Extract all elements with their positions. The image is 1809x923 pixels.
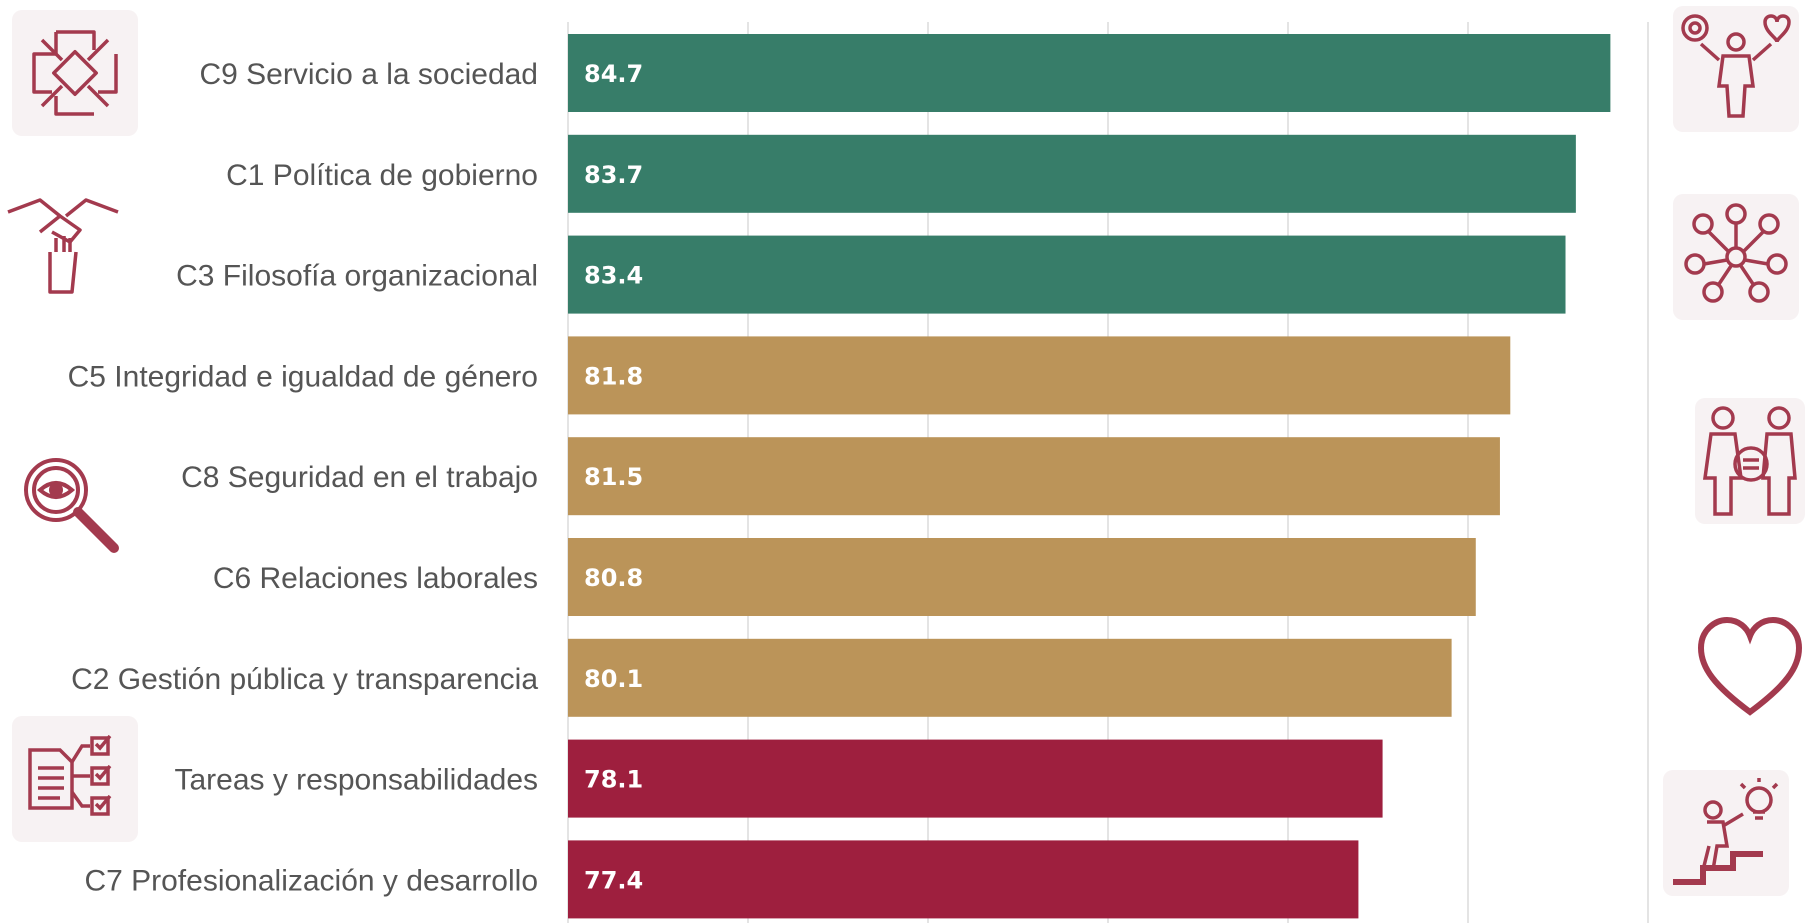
bar — [568, 739, 1383, 818]
bar — [568, 638, 1452, 717]
bar-value-label: 77.4 — [584, 866, 643, 894]
person-stairs-lightbulb-icon — [1663, 770, 1789, 896]
heart-icon — [1695, 608, 1805, 734]
bar-value-label: 80.1 — [584, 665, 643, 693]
bar-value-label: 81.8 — [584, 362, 643, 390]
category-label: Tareas y responsabilidades — [174, 764, 538, 797]
value-labels: 84.7 83.7 83.4 81.8 81.5 80.8 80.1 78.1 77.4 — [584, 60, 643, 894]
bar — [568, 840, 1359, 919]
bar — [568, 235, 1566, 314]
hands-together-icon — [12, 10, 138, 136]
checklist-icon — [12, 716, 138, 842]
bar-value-label: 78.1 — [584, 766, 643, 794]
gender-equality-icon — [1695, 398, 1805, 524]
category-label: C1 Política de gobierno — [226, 159, 538, 192]
handshake-icon — [0, 192, 126, 318]
magnifier-eye-icon — [14, 448, 140, 574]
bar — [568, 134, 1576, 213]
bar — [568, 34, 1611, 112]
person-gear-heart-icon — [1673, 6, 1799, 132]
category-label: C2 Gestión pública y transparencia — [71, 663, 538, 696]
category-labels: C9 Servicio a la sociedad C1 Política de … — [68, 58, 539, 897]
bar-value-label: 84.7 — [584, 60, 643, 88]
bar — [568, 336, 1511, 415]
bar-value-label: 81.5 — [584, 463, 643, 491]
category-label: C3 Filosofía organizacional — [176, 260, 538, 293]
bar-value-label: 80.8 — [584, 564, 643, 592]
category-label: C7 Profesionalización y desarrollo — [84, 864, 538, 897]
bar-value-label: 83.4 — [584, 262, 643, 290]
bar-value-label: 83.7 — [584, 161, 643, 189]
bars — [568, 34, 1611, 919]
bar — [568, 437, 1500, 516]
people-network-icon — [1673, 194, 1799, 320]
bar — [568, 538, 1476, 616]
category-label: C9 Servicio a la sociedad — [199, 58, 538, 91]
category-label: C5 Integridad e igualdad de género — [68, 360, 538, 393]
category-label: C8 Seguridad en el trabajo — [181, 461, 538, 494]
category-label: C6 Relaciones laborales — [213, 562, 538, 595]
